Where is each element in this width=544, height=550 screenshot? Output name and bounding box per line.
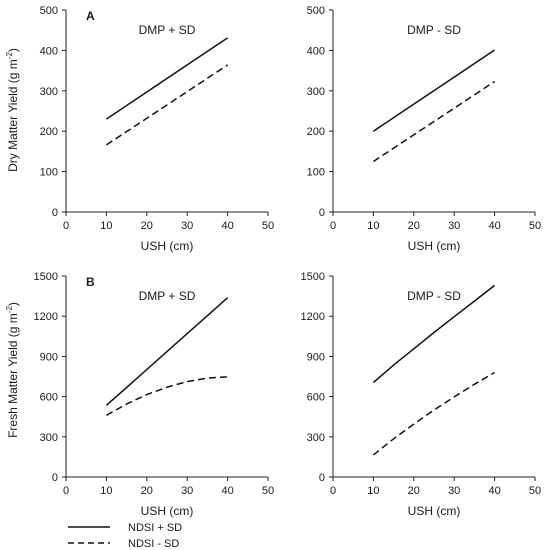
x-tick-label: 40 bbox=[221, 485, 233, 497]
x-axis-title: USH (cm) bbox=[408, 504, 461, 518]
y-axis-title-fresh: Fresh Matter Yield (g m-2) bbox=[5, 302, 20, 438]
y-tick-label: 100 bbox=[40, 167, 58, 179]
y-tick-label: 300 bbox=[40, 432, 58, 444]
x-tick-label: 20 bbox=[408, 220, 420, 232]
y-tick-label: 0 bbox=[52, 472, 58, 484]
x-axis-title: USH (cm) bbox=[408, 239, 461, 253]
y-tick-label: 1200 bbox=[34, 311, 58, 323]
y-tick-label: 1500 bbox=[301, 271, 325, 283]
series-line-ndsi-plus-sd bbox=[105, 297, 229, 406]
y-tick-label: 1500 bbox=[34, 271, 58, 283]
series-line-ndsi-plus-sd bbox=[372, 284, 496, 384]
y-axis-title-dry: Dry Matter Yield (g m-2) bbox=[5, 48, 20, 172]
x-tick-label: 10 bbox=[367, 485, 379, 497]
row-label-a: A bbox=[86, 9, 95, 23]
x-tick-label: 40 bbox=[488, 220, 500, 232]
series-line-ndsi-plus-sd bbox=[105, 37, 229, 120]
x-tick-label: 40 bbox=[488, 485, 500, 497]
x-tick-label: 50 bbox=[529, 485, 541, 497]
x-tick-label: 50 bbox=[529, 220, 541, 232]
x-tick-label: 20 bbox=[141, 220, 153, 232]
x-tick-label: 20 bbox=[141, 485, 153, 497]
panel-title: DMP - SD bbox=[407, 23, 461, 37]
y-tick-label: 0 bbox=[52, 207, 58, 219]
x-tick-label: 50 bbox=[262, 220, 274, 232]
series-line-ndsi-minus-sd bbox=[105, 64, 229, 146]
x-tick-label: 30 bbox=[448, 485, 460, 497]
y-tick-label: 100 bbox=[307, 167, 325, 179]
legend-label-solid: NDSI + SD bbox=[128, 522, 182, 534]
y-tick-label: 200 bbox=[40, 126, 58, 138]
y-tick-label: 0 bbox=[319, 472, 325, 484]
panel-title: DMP + SD bbox=[139, 23, 196, 37]
y-tick-label: 600 bbox=[307, 392, 325, 404]
y-tick-label: 0 bbox=[319, 207, 325, 219]
y-tick-label: 1200 bbox=[301, 311, 325, 323]
x-tick-label: 30 bbox=[448, 220, 460, 232]
y-tick-label: 200 bbox=[307, 126, 325, 138]
x-tick-label: 20 bbox=[408, 485, 420, 497]
y-tick-label: 300 bbox=[307, 86, 325, 98]
y-tick-label: 300 bbox=[40, 86, 58, 98]
series-line-ndsi-minus-sd bbox=[106, 376, 228, 417]
x-tick-label: 50 bbox=[262, 485, 274, 497]
y-tick-label: 400 bbox=[307, 45, 325, 57]
panel-title: DMP - SD bbox=[407, 289, 461, 303]
x-tick-label: 0 bbox=[330, 220, 336, 232]
y-tick-label: 900 bbox=[307, 351, 325, 363]
panel-title: DMP + SD bbox=[139, 289, 196, 303]
y-tick-label: 500 bbox=[307, 5, 325, 17]
legend-label-dashed: NDSI - SD bbox=[128, 538, 179, 550]
series-line-ndsi-plus-sd bbox=[372, 49, 496, 132]
row-label-b: B bbox=[86, 275, 95, 289]
x-tick-label: 10 bbox=[100, 485, 112, 497]
legend: NDSI + SD NDSI - SD bbox=[68, 522, 182, 550]
y-tick-label: 600 bbox=[40, 392, 58, 404]
y-tick-label: 900 bbox=[40, 351, 58, 363]
y-tick-label: 300 bbox=[307, 432, 325, 444]
series-line-ndsi-minus-sd bbox=[372, 80, 496, 163]
panel-fresh-dmp-minus-sd: 0 10 20 30 40 50 0 300 600 900 1200 1500 USH (cm) DMP… bbox=[301, 271, 542, 518]
x-tick-label: 40 bbox=[221, 220, 233, 232]
x-tick-label: 0 bbox=[63, 485, 69, 497]
y-tick-label: 400 bbox=[40, 45, 58, 57]
x-tick-label: 10 bbox=[367, 220, 379, 232]
y-tick-label: 500 bbox=[40, 5, 58, 17]
x-axis-title: USH (cm) bbox=[141, 504, 194, 518]
x-tick-label: 10 bbox=[100, 220, 112, 232]
panel-fresh-dmp-plus-sd: 0 10 20 30 40 50 0 300 600 900 1200 1500 USH (cm) DMP… bbox=[34, 271, 275, 518]
x-axis-title: USH (cm) bbox=[141, 239, 194, 253]
x-tick-label: 30 bbox=[181, 485, 193, 497]
x-tick-label: 30 bbox=[181, 220, 193, 232]
x-tick-label: 0 bbox=[63, 220, 69, 232]
series-line-ndsi-minus-sd bbox=[372, 371, 495, 456]
x-tick-label: 0 bbox=[330, 485, 336, 497]
